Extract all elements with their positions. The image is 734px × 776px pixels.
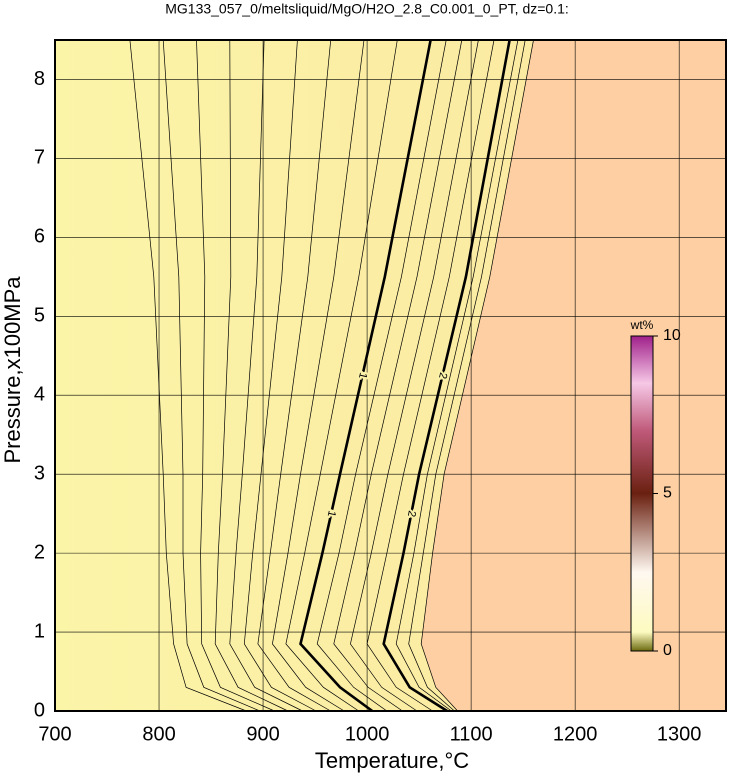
contour-line [382, 39, 511, 713]
contour-line [420, 39, 534, 712]
contour-line [350, 39, 479, 712]
contour-line [299, 39, 432, 713]
contour-line [333, 39, 463, 712]
colorbar-tick-label: 5 [663, 485, 672, 502]
contour-line [316, 39, 447, 712]
colorbar-label: wt% [630, 318, 654, 332]
colorbar-tick-label: 0 [663, 642, 672, 659]
y-tick-label: 7 [34, 147, 45, 169]
contour-line [243, 39, 317, 712]
x-tick-label: 700 [38, 723, 71, 745]
x-tick-label: 1300 [657, 723, 702, 745]
y-tick-label: 6 [34, 226, 45, 248]
colorbar-tick-label: 10 [663, 327, 681, 344]
y-axis-label: Pressure,x100MPa [0, 276, 25, 464]
y-tick-label: 1 [34, 620, 45, 642]
contour-line [285, 39, 398, 712]
chart-title: MG133_057_0/meltsliquid/MgO/H2O_2.8_C0.0… [165, 1, 569, 17]
x-tick-label: 1100 [450, 723, 493, 745]
y-tick-label: 5 [34, 305, 45, 327]
contour-line [366, 39, 495, 712]
contour-line [257, 39, 332, 712]
contour-line [229, 39, 303, 712]
contour-line [408, 39, 526, 712]
colorbar [630, 335, 654, 652]
x-axis-label: Temperature,°C [315, 748, 469, 773]
contour-line [395, 39, 519, 712]
y-tick-label: 0 [34, 699, 45, 721]
plot-frame [54, 39, 727, 712]
y-tick-label: 3 [34, 462, 45, 484]
y-tick-label: 4 [34, 384, 45, 406]
contour-line [162, 39, 261, 712]
x-tick-label: 800 [142, 723, 175, 745]
contour-line [129, 39, 247, 712]
x-tick-label: 1200 [553, 723, 598, 745]
y-tick-label: 8 [34, 68, 45, 90]
x-tick-label: 1000 [345, 723, 390, 745]
y-tick-label: 2 [34, 541, 45, 563]
contour-line [214, 39, 289, 712]
contour-line [196, 39, 275, 712]
contour-line [272, 39, 365, 712]
x-tick-label: 900 [246, 723, 279, 745]
